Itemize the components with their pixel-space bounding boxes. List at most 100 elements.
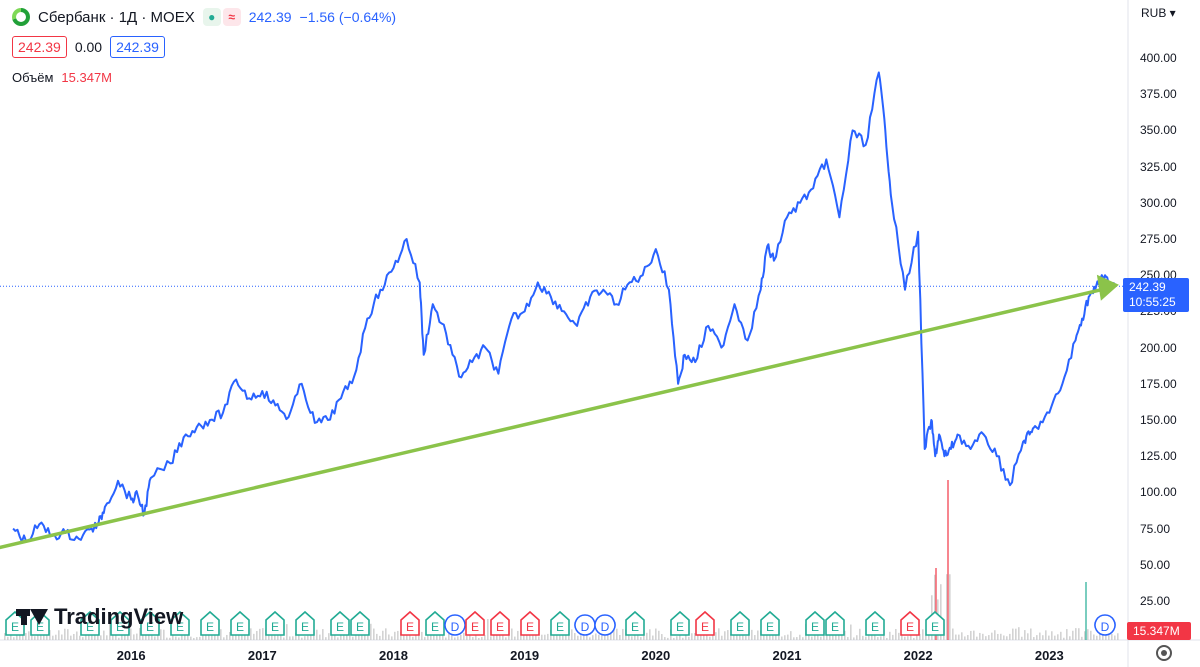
volume-bar (691, 633, 693, 640)
volume-bar (1087, 629, 1089, 640)
tradingview-logo[interactable]: TradingView (16, 604, 183, 630)
volume-bar (310, 634, 312, 640)
volume-bar (865, 636, 867, 640)
earnings-marker-icon[interactable]: E (200, 610, 220, 636)
volume-bar (1099, 629, 1101, 640)
svg-text:E: E (86, 620, 94, 634)
earnings-marker-icon[interactable]: E (295, 610, 315, 636)
sell-price-box[interactable]: 242.39 (12, 36, 67, 58)
volume-bar (622, 628, 624, 640)
volume-bar (436, 633, 438, 640)
dividend-marker-icon[interactable]: D (594, 614, 616, 636)
symbol-title[interactable]: Сбербанк · 1Д · MOEX (38, 8, 195, 26)
y-tick-label: 200.00 (1140, 340, 1177, 355)
volume-bar (763, 632, 765, 640)
volume-bar (25, 633, 27, 640)
currency-selector[interactable]: RUB ▾ (1141, 6, 1176, 20)
tradingview-logo-text: TradingView (54, 604, 184, 629)
earnings-marker-icon[interactable]: E (520, 610, 540, 636)
earnings-marker-icon[interactable]: E (265, 610, 285, 636)
earnings-marker-icon[interactable]: E (625, 610, 645, 636)
volume-bar (778, 635, 780, 640)
earnings-marker-icon[interactable]: E (110, 610, 130, 636)
volume-bar (880, 636, 882, 640)
volume-bar (718, 628, 720, 640)
volume-bar (250, 628, 252, 640)
volume-bar (640, 637, 642, 640)
volume-bar (988, 635, 990, 640)
volume-bar (745, 635, 747, 640)
earnings-marker-icon[interactable]: E (695, 610, 715, 636)
earnings-marker-icon[interactable]: E (825, 610, 845, 636)
svg-text:E: E (736, 620, 744, 634)
earnings-marker-icon[interactable]: E (730, 610, 750, 636)
dividend-marker-icon[interactable]: D (574, 614, 596, 636)
earnings-marker-icon[interactable]: E (760, 610, 780, 636)
dividend-marker-icon[interactable]: D (1094, 614, 1116, 636)
market-status-pills[interactable]: ● ≈ (202, 8, 241, 26)
earnings-marker-icon[interactable]: E (400, 610, 420, 636)
volume-bar (730, 634, 732, 640)
dividend-marker-icon[interactable]: D (444, 614, 466, 636)
volume-bar (781, 636, 783, 640)
volume-bar (1084, 631, 1086, 640)
earnings-marker-icon[interactable]: E (670, 610, 690, 636)
volume-bar (1066, 629, 1068, 640)
volume-bar (982, 633, 984, 640)
volume-bar (256, 630, 258, 640)
y-tick-label: 400.00 (1140, 51, 1177, 65)
earnings-marker-icon[interactable]: E (350, 610, 370, 636)
svg-text:E: E (931, 620, 939, 634)
volume-bar (1069, 636, 1071, 640)
volume-bar (325, 637, 327, 640)
volume-bar (997, 633, 999, 640)
volume-bar (547, 633, 549, 640)
earnings-marker-icon[interactable]: E (465, 610, 485, 636)
earnings-marker-icon[interactable]: E (805, 610, 825, 636)
volume-bar (238, 633, 240, 640)
volume-bar (70, 635, 72, 640)
earnings-marker-icon[interactable]: E (900, 610, 920, 636)
volume-bar (289, 636, 291, 640)
volume-bar (301, 637, 303, 640)
volume-bar (802, 637, 804, 640)
volume-bar (994, 630, 996, 640)
earnings-marker-icon[interactable]: E (5, 610, 25, 636)
earnings-marker-icon[interactable]: E (140, 610, 160, 636)
volume-bar (487, 619, 489, 640)
earnings-marker-icon[interactable]: E (865, 610, 885, 636)
buy-price-box[interactable]: 242.39 (110, 36, 165, 58)
volume-value: 15.347M (61, 70, 113, 85)
earnings-marker-icon[interactable]: E (925, 610, 945, 636)
earnings-marker-icon[interactable]: E (550, 610, 570, 636)
volume-bar (715, 632, 717, 640)
volume-bar (1111, 633, 1113, 640)
volume-bar (973, 630, 975, 640)
volume-bar (898, 632, 900, 640)
volume-bar (601, 633, 603, 640)
volume-bar (316, 629, 318, 640)
volume-bar (1048, 635, 1050, 640)
earnings-marker-icon[interactable]: E (330, 610, 350, 636)
y-tick-label: 125.00 (1140, 449, 1177, 464)
volume-bar (373, 628, 375, 640)
volume-bar (460, 634, 462, 640)
settings-icon[interactable] (1156, 645, 1172, 661)
volume-bar (358, 632, 360, 640)
earnings-marker-icon[interactable]: E (490, 610, 510, 636)
earnings-marker-icon[interactable]: E (170, 610, 190, 636)
volume-bar (565, 635, 567, 640)
volume-label: Объём (12, 70, 54, 85)
earnings-marker-icon[interactable]: E (80, 610, 100, 636)
volume-bar (1114, 635, 1116, 640)
volume-bar (169, 637, 171, 640)
volume-bar (1027, 633, 1029, 640)
volume-bar (97, 633, 99, 640)
earnings-marker-icon[interactable]: E (425, 610, 445, 636)
volume-bar (1033, 637, 1035, 640)
price-tag-value: 242.39 (1129, 280, 1166, 294)
volume-bar (331, 633, 333, 640)
earnings-marker-icon[interactable]: E (230, 610, 250, 636)
volume-bar (1000, 633, 1002, 640)
volume-bar (784, 635, 786, 640)
